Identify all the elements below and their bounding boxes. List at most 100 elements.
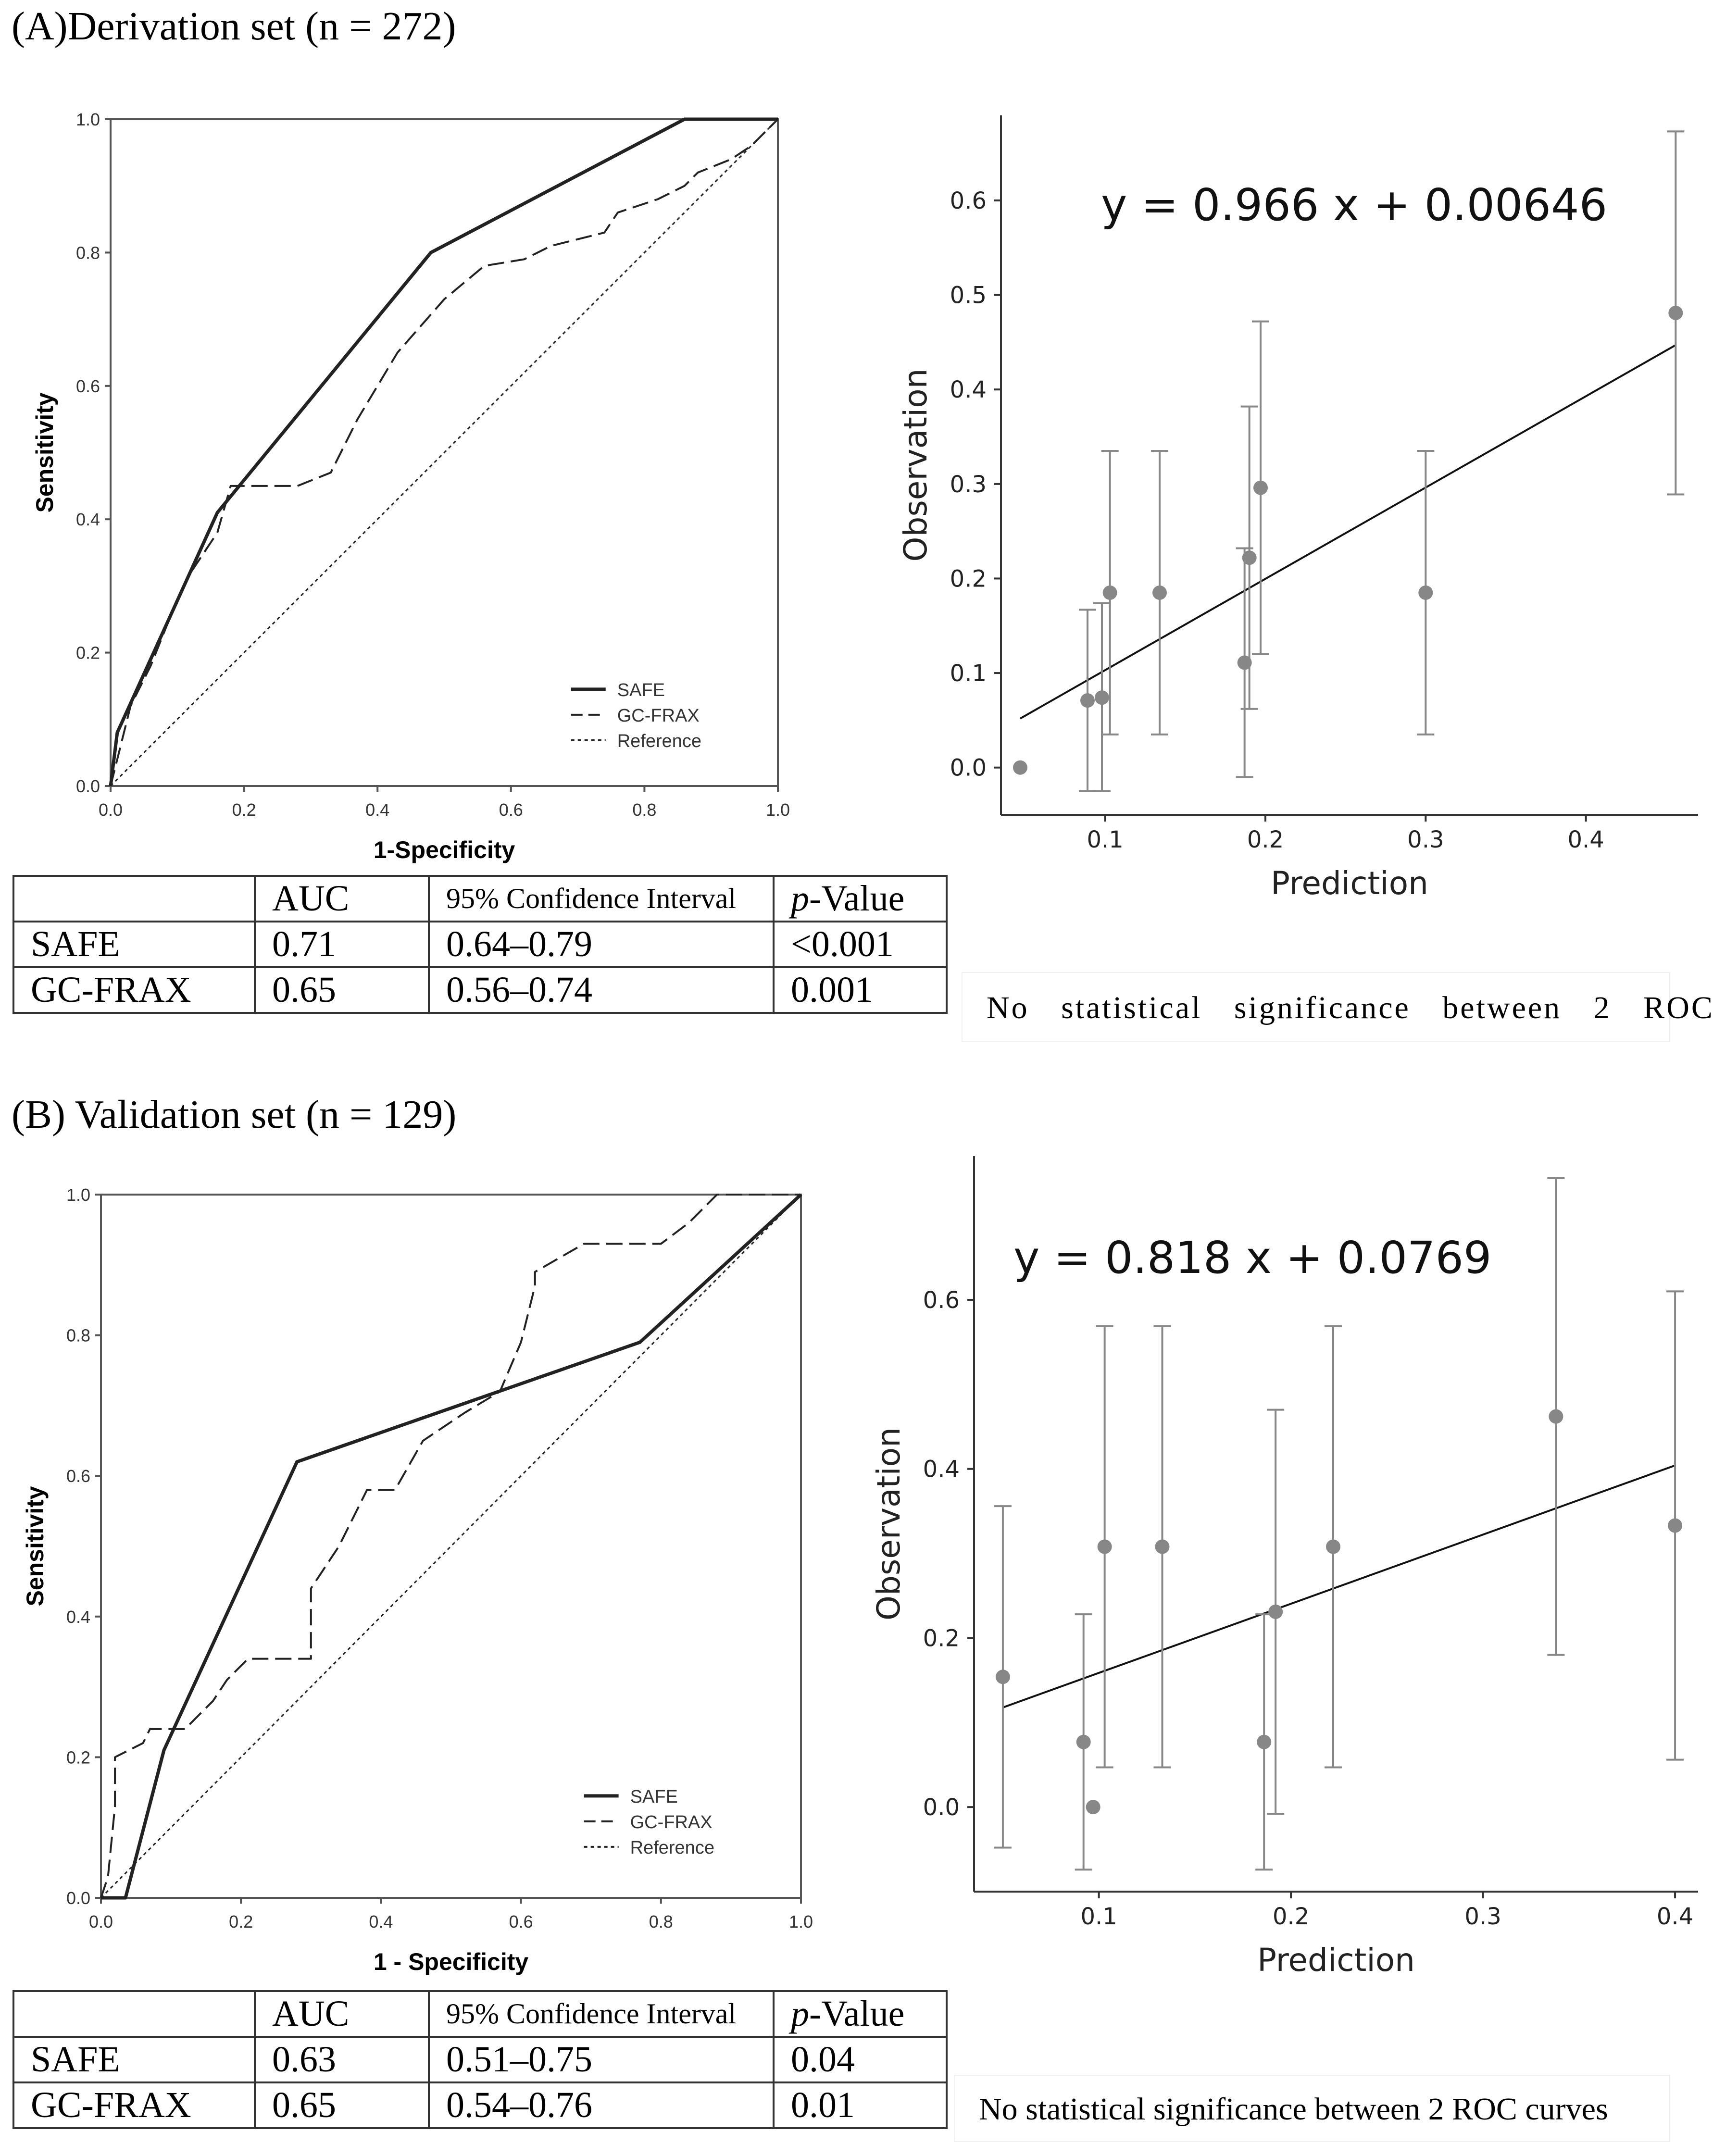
data-point: [1237, 655, 1252, 670]
data-point: [1668, 1518, 1683, 1533]
panel-a-title: (A)Derivation set (n = 272): [12, 4, 456, 49]
data-point: [1418, 585, 1433, 600]
x-tick-label: 0.1: [1080, 1903, 1117, 1930]
data-point: [1097, 1539, 1112, 1554]
data-point: [1102, 585, 1117, 600]
table-row: GC-FRAX 0.65 0.54–0.76 0.01: [13, 2081, 948, 2129]
table-cell: 0.65: [254, 2081, 430, 2129]
table-cell: 0.001: [773, 966, 948, 1014]
legend-label: Reference: [630, 1838, 714, 1858]
panel-a-stats-table: AUC 95% Confidence Interval p-Value SAFE…: [13, 875, 948, 1014]
x-tick-label: 0.6: [499, 800, 523, 820]
y-tick-label: 0.2: [66, 1747, 90, 1767]
panel-b-stats-table: AUC 95% Confidence Interval p-Value SAFE…: [13, 1990, 948, 2129]
table-header-cell: AUC: [254, 1990, 430, 2038]
y-tick-label: 0.5: [950, 282, 987, 309]
y-tick-label: 0.8: [66, 1326, 90, 1346]
table-header-cell: p-Value: [773, 875, 948, 922]
x-axis-label: Prediction: [1271, 865, 1428, 902]
y-tick-label: 0.0: [66, 1888, 90, 1908]
x-tick-label: 0.3: [1407, 826, 1444, 853]
x-tick-label: 0.4: [369, 1912, 393, 1932]
fit-line: [1020, 344, 1676, 720]
y-tick-label: 0.6: [950, 187, 987, 214]
table-cell: 0.71: [254, 921, 430, 968]
x-axis-label: 1-Specificity: [374, 836, 515, 863]
table-header-row: AUC 95% Confidence Interval p-Value: [13, 875, 948, 922]
roc-plot-frame: [110, 118, 779, 787]
table-header-cell: [13, 875, 256, 922]
x-tick-label: 0.8: [632, 800, 656, 820]
data-point: [1080, 693, 1095, 708]
table-row: GC-FRAX 0.65 0.56–0.74 0.001: [13, 966, 948, 1014]
table-row: SAFE 0.63 0.51–0.75 0.04: [13, 2036, 948, 2083]
legend-label: SAFE: [630, 1787, 678, 1807]
roc-plot-frame: [100, 1194, 802, 1899]
roc-series-line-gc-frax: [110, 118, 779, 786]
y-tick-label: 0.4: [950, 376, 987, 403]
roc-series-line-reference: [110, 118, 779, 787]
y-tick-label: 0.6: [66, 1466, 90, 1486]
data-point: [1257, 1734, 1272, 1749]
x-tick-label: 1.0: [766, 800, 790, 820]
panel-a-note: No statistical significance between 2 RO…: [962, 972, 1713, 1042]
table-header-cell: [13, 1990, 256, 2038]
x-tick-label: 0.2: [232, 800, 256, 820]
table-cell: 0.56–0.74: [428, 966, 775, 1014]
y-tick-label: 0.4: [76, 510, 100, 529]
data-point: [1086, 1800, 1100, 1815]
y-axis-label: Sensitivity: [22, 1486, 49, 1606]
table-cell: 0.51–0.75: [428, 2036, 775, 2083]
panel-b-title: (B) Validation set (n = 129): [12, 1092, 457, 1137]
x-axis-label: 1 - Specificity: [374, 1948, 529, 1975]
y-tick-label: 0.3: [950, 471, 987, 498]
y-tick-label: 0.6: [923, 1287, 960, 1314]
data-point: [1076, 1734, 1091, 1749]
table-cell: <0.001: [773, 921, 948, 968]
p-italic: p: [791, 1994, 809, 2034]
data-point: [1242, 550, 1257, 565]
table-cell: 0.65: [254, 966, 430, 1014]
x-tick-label: 0.1: [1087, 826, 1123, 853]
table-cell: GC-FRAX: [13, 966, 256, 1014]
x-tick-label: 0.4: [1657, 1903, 1693, 1930]
legend-label: GC-FRAX: [617, 706, 700, 726]
y-tick-label: 0.2: [76, 643, 100, 663]
x-tick-label: 0.2: [1273, 1903, 1309, 1930]
data-point: [1253, 480, 1268, 495]
data-point: [1013, 760, 1027, 775]
x-tick-label: 0.4: [365, 800, 389, 820]
data-point: [1326, 1539, 1341, 1554]
y-tick-label: 0.2: [950, 565, 987, 592]
y-tick-label: 0.4: [66, 1607, 90, 1627]
data-point: [1549, 1409, 1563, 1424]
table-header-cell: AUC: [254, 875, 430, 922]
panel-b-note: No statistical significance between 2 RO…: [954, 2075, 1670, 2142]
data-point: [1155, 1539, 1170, 1554]
x-axis-label: Prediction: [1257, 1942, 1415, 1979]
data-point: [1668, 305, 1683, 320]
x-tick-label: 0.2: [1247, 826, 1284, 853]
data-point: [1152, 585, 1167, 600]
y-tick-label: 0.0: [923, 1794, 960, 1821]
roc-series-line-reference: [100, 1194, 802, 1899]
p-italic: p: [791, 878, 809, 919]
table-cell: 0.64–0.79: [428, 921, 775, 968]
y-axis-label: Observation: [870, 1427, 907, 1620]
y-axis-label: Sensitivity: [31, 392, 58, 512]
y-tick-label: 0.0: [950, 755, 987, 782]
table-cell: 0.54–0.76: [428, 2081, 775, 2129]
y-tick-label: 0.0: [76, 776, 100, 796]
legend-label: Reference: [617, 731, 701, 751]
data-point: [1095, 690, 1109, 705]
y-tick-label: 0.1: [950, 660, 987, 687]
table-header-cell: 95% Confidence Interval: [428, 1990, 775, 2038]
x-tick-label: 0.3: [1464, 1903, 1501, 1930]
table-cell: 0.04: [773, 2036, 948, 2083]
fit-equation: y = 0.818 x + 0.0769: [1013, 1232, 1492, 1284]
x-tick-label: 0.2: [229, 1912, 253, 1932]
table-cell: SAFE: [13, 921, 256, 968]
